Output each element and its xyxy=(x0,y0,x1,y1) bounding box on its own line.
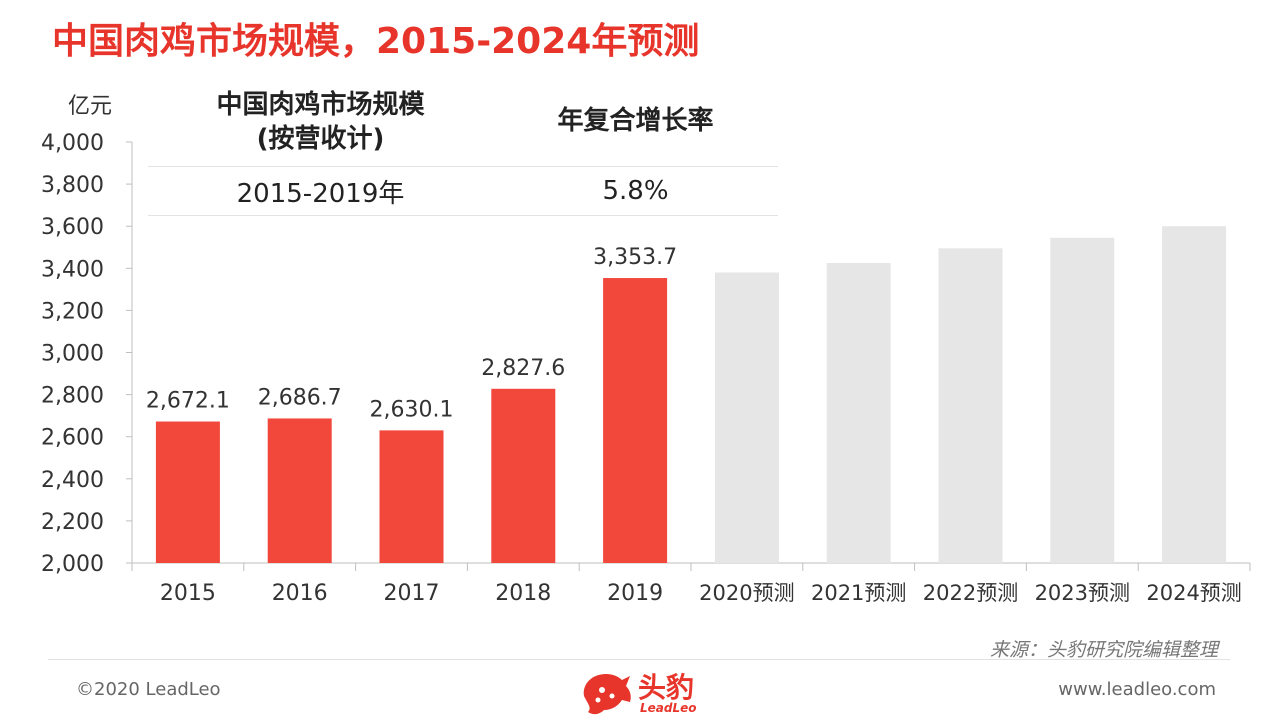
actual-bar xyxy=(603,278,668,563)
brand-name: 头豹 xyxy=(638,671,695,704)
forecast-bar xyxy=(1050,237,1115,563)
x-tick-label: 2021预测 xyxy=(811,581,906,605)
brand-logo: 头豹 LeadLeo xyxy=(578,664,718,720)
x-tick-label: 2018 xyxy=(495,581,551,606)
y-tick-label: 3,400 xyxy=(41,257,104,282)
cagr-table-header: 中国肉鸡市场规模 (按营收计) 年复合增长率 xyxy=(148,88,778,166)
actual-bar xyxy=(155,421,220,563)
bar-data-label: 3,353.7 xyxy=(593,245,677,270)
forecast-bar xyxy=(1162,226,1227,563)
cagr-header-market-size-line2: (按营收计) xyxy=(256,124,385,154)
y-tick-label: 3,200 xyxy=(41,299,104,324)
forecast-bar xyxy=(938,248,1003,564)
cagr-rate: 5.8% xyxy=(602,176,669,206)
bar-data-label: 2,672.1 xyxy=(146,389,230,414)
y-tick-label: 4,000 xyxy=(41,131,104,156)
source-note: 来源：头豹研究院编辑整理 xyxy=(989,639,1218,661)
bar-data-label: 2,827.6 xyxy=(481,356,565,381)
cagr-table-row: 2015-2019年 5.8% xyxy=(148,166,778,216)
x-tick-label: 2015 xyxy=(160,581,216,606)
y-tick-label: 3,600 xyxy=(41,215,104,240)
cagr-table: 中国肉鸡市场规模 (按营收计) 年复合增长率 2015-2019年 5.8% xyxy=(148,88,778,216)
x-tick-label: 2016 xyxy=(272,581,328,606)
bar-data-label: 2,686.7 xyxy=(258,385,342,410)
page-title: 中国肉鸡市场规模，2015-2024年预测 xyxy=(52,21,700,62)
y-tick-label: 2,200 xyxy=(41,510,104,535)
actual-bar xyxy=(267,418,332,563)
y-tick-label: 3,000 xyxy=(41,342,104,367)
x-tick-label: 2023预测 xyxy=(1035,581,1130,605)
x-tick-label: 2017 xyxy=(384,581,440,606)
y-tick-label: 3,800 xyxy=(41,173,104,198)
y-axis-unit-label: 亿元 xyxy=(68,94,113,119)
forecast-bar xyxy=(826,263,891,563)
footer-divider xyxy=(48,659,1230,660)
cagr-header-market-size-line1: 中国肉鸡市场规模 xyxy=(216,90,425,120)
y-tick-label: 2,600 xyxy=(41,426,104,451)
leopard-head-icon xyxy=(583,674,631,715)
cagr-header-growth-rate: 年复合增长率 xyxy=(557,106,714,136)
x-tick-label: 2022预测 xyxy=(923,581,1018,605)
brand-subtitle: LeadLeo xyxy=(640,701,697,715)
cagr-period: 2015-2019年 xyxy=(236,178,405,209)
copyright-text: ©2020 LeadLeo xyxy=(76,679,221,700)
x-tick-label: 2019 xyxy=(607,581,663,606)
actual-bar xyxy=(379,430,444,563)
y-tick-label: 2,800 xyxy=(41,384,104,409)
x-tick-label: 2024预测 xyxy=(1146,581,1241,605)
bar-data-label: 2,630.1 xyxy=(370,397,454,422)
website-link[interactable]: www.leadleo.com xyxy=(1058,679,1216,700)
y-tick-label: 2,000 xyxy=(41,552,104,577)
forecast-bar xyxy=(714,272,779,563)
y-tick-label: 2,400 xyxy=(41,468,104,493)
cagr-header-market-size: 中国肉鸡市场规模 (按营收计) xyxy=(148,88,493,166)
actual-bar xyxy=(491,388,556,563)
x-tick-label: 2020预测 xyxy=(699,581,794,605)
